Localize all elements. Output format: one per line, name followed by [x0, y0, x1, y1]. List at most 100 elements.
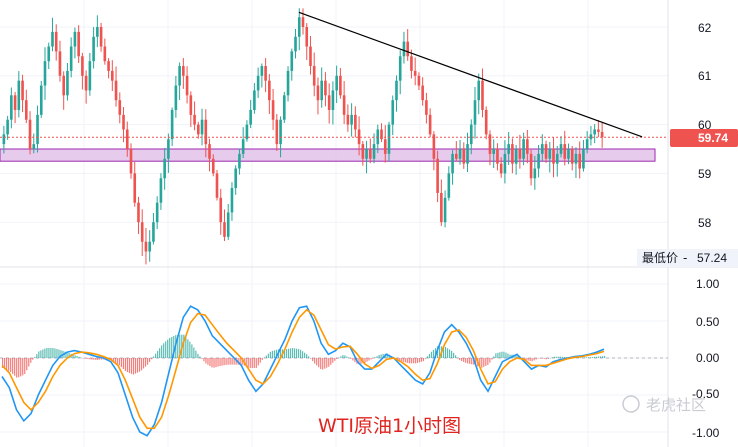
- histogram-bar: [587, 357, 590, 358]
- candle: [163, 147, 166, 190]
- histogram-bar: [400, 358, 402, 362]
- candle: [383, 125, 387, 163]
- candle: [600, 122, 604, 148]
- candle: [54, 24, 58, 61]
- histogram-bar: [161, 345, 163, 358]
- histogram-bar: [515, 354, 517, 358]
- histogram-bar: [90, 358, 92, 360]
- macd-line: [1, 305, 605, 437]
- histogram-bar: [531, 358, 533, 362]
- histogram-bar: [547, 358, 549, 359]
- oscillator-axis[interactable]: 1.00 0.50 0.00 -0.50 -1.00: [692, 277, 720, 440]
- histogram-bar: [42, 349, 44, 358]
- price-axis[interactable]: 62 61 60 59 58: [698, 21, 712, 230]
- histogram-bar: [287, 348, 290, 358]
- candle: [170, 107, 174, 147]
- histogram-bar: [265, 355, 267, 358]
- histogram-bar: [187, 339, 189, 358]
- histogram-bar: [330, 358, 332, 365]
- candle: [305, 23, 309, 60]
- candle: [21, 74, 24, 113]
- candle: [2, 125, 6, 154]
- candle: [443, 190, 447, 228]
- descending-trendline[interactable]: [298, 11, 643, 138]
- histogram-bar: [255, 358, 257, 368]
- candle: [357, 116, 361, 156]
- histogram-bar: [213, 358, 215, 368]
- candle: [570, 145, 574, 171]
- histogram-bar: [444, 347, 447, 358]
- histogram-bar: [599, 356, 602, 358]
- candle: [241, 127, 245, 158]
- candle: [10, 87, 13, 129]
- histogram-bar: [185, 336, 187, 358]
- candle: [152, 212, 155, 245]
- histogram-bar: [283, 349, 286, 358]
- histogram-bar: [32, 358, 34, 360]
- histogram-bar: [38, 351, 40, 358]
- candle: [43, 47, 47, 100]
- candle: [372, 133, 376, 164]
- histogram-bar: [493, 356, 495, 358]
- osc-tick: -0.50: [692, 387, 720, 401]
- candle: [275, 114, 279, 151]
- histogram-bar: [179, 334, 181, 358]
- histogram-bar: [344, 355, 346, 358]
- histogram-bar: [557, 356, 559, 358]
- histogram-bar: [48, 348, 50, 358]
- candle: [402, 31, 406, 64]
- histogram-bar: [408, 358, 410, 364]
- lowest-price-value: 57.24: [697, 251, 727, 265]
- histogram-bar: [12, 358, 14, 374]
- histogram-bar: [491, 358, 493, 360]
- candle: [496, 143, 499, 171]
- osc-tick: 0.50: [696, 315, 720, 329]
- histogram-bar: [68, 353, 70, 358]
- last-price-tag: 59.74: [670, 129, 738, 147]
- candle: [256, 67, 260, 98]
- histogram-bar: [521, 357, 523, 359]
- histogram-bar: [304, 352, 306, 358]
- histogram-bar: [533, 358, 535, 361]
- histogram-bar: [64, 351, 66, 358]
- histogram-bar: [601, 356, 604, 358]
- histogram-bar: [4, 358, 6, 369]
- histogram-bar: [271, 350, 273, 358]
- candle: [77, 25, 80, 63]
- histogram-bar: [201, 358, 203, 359]
- candle: [578, 141, 582, 179]
- histogram-bar: [507, 353, 509, 358]
- histogram-bar: [146, 358, 149, 365]
- candle: [174, 75, 178, 118]
- candle: [245, 120, 249, 142]
- histogram-bar: [461, 358, 463, 361]
- candle: [13, 91, 17, 124]
- candle: [492, 139, 496, 169]
- candle: [219, 188, 223, 235]
- histogram-bar: [434, 348, 437, 358]
- histogram-bar: [259, 358, 261, 363]
- histogram-bar: [543, 358, 545, 359]
- histogram-bar: [308, 356, 310, 358]
- histogram-bar: [124, 358, 127, 371]
- histogram-bar: [418, 358, 420, 363]
- histogram-bar: [193, 347, 195, 358]
- candle: [253, 83, 256, 114]
- histogram-bar: [320, 358, 322, 370]
- candle: [331, 81, 335, 125]
- candle: [593, 124, 596, 144]
- histogram-bar: [2, 358, 4, 368]
- candle: [552, 137, 555, 178]
- histogram-bar: [30, 358, 32, 363]
- histogram-bar: [597, 356, 600, 358]
- candle: [316, 77, 320, 115]
- histogram-bar: [318, 358, 320, 368]
- candle: [17, 71, 21, 118]
- candlestick-series: [2, 8, 604, 265]
- candle: [312, 52, 316, 97]
- candle: [189, 91, 193, 127]
- candle: [125, 121, 129, 157]
- histogram-bar: [485, 358, 487, 366]
- histogram-bar: [251, 358, 253, 368]
- histogram-bar: [549, 357, 551, 359]
